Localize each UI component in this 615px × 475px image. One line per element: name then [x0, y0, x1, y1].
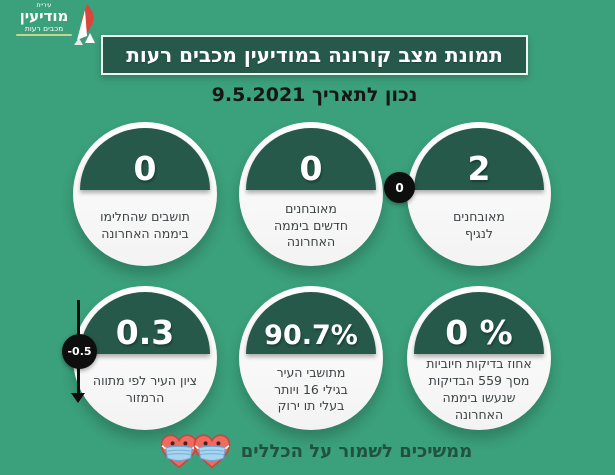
- footer-message: ממשיכים לשמור על הכללים: [240, 440, 473, 462]
- stat-green-pass-16plus: 90.7% מתושבי העיר בגילי 16 ויותר בעלי תו…: [239, 286, 383, 430]
- stat-gauge: 0 %: [414, 292, 544, 354]
- logo-sail-icon: [74, 4, 95, 45]
- stat-value: 0 %: [445, 313, 513, 352]
- title-banner: תמונת מצב קורונה במודיעין מכבים רעות: [101, 35, 528, 75]
- date-line: נכון לתאריך 9.5.2021: [211, 84, 418, 106]
- masked-hearts: [158, 432, 233, 470]
- logo-city-suffix: מכבים רעות: [24, 24, 64, 34]
- logo-english-line: [16, 33, 72, 36]
- stat-value: 0: [299, 149, 323, 188]
- stat-gauge: 0: [246, 128, 376, 190]
- stat-gauge: 2: [414, 128, 544, 190]
- stat-traffic-light-score: 0.3 ציון העיר לפי מתווה הרמזור -0.5: [62, 286, 217, 430]
- stat-recovered-24h: 0 תושבים שהחלימו ביממה האחרונה: [73, 122, 217, 266]
- stat-label: מאובחנים לנגיף: [453, 209, 505, 241]
- stat-gauge: 0: [80, 128, 210, 190]
- municipality-logo: עיריית מודיעין מכבים רעות: [12, 2, 98, 49]
- change-badge: 0: [384, 172, 415, 203]
- stat-label: ציון העיר לפי מתווה הרמזור: [92, 373, 198, 405]
- stat-label: תושבים שהחלימו ביממה האחרונה: [100, 209, 190, 241]
- footer-banner: ממשיכים לשמור על הכללים: [150, 430, 480, 472]
- logo-city-name: מודיעין: [19, 7, 69, 26]
- logo-municipality-prefix: עיריית: [36, 2, 52, 9]
- stat-value: 90.7%: [264, 320, 358, 351]
- stat-label: מתושבי העיר בגילי 16 ויותר בעלי תו ירוק: [274, 364, 348, 414]
- stat-gauge: 90.7%: [246, 292, 376, 354]
- masked-heart-icon: [193, 434, 231, 469]
- stat-value: 0: [133, 149, 157, 188]
- trend-arrow-down-head-icon: [71, 393, 85, 403]
- stat-positive-test-rate: 0 % אחוז בדיקות חיוביות מסך 559 הבדיקות …: [407, 286, 551, 430]
- page-title: תמונת מצב קורונה במודיעין מכבים רעות: [126, 43, 503, 67]
- stat-value: 0.3: [115, 313, 175, 352]
- change-badge: -0.5: [62, 334, 97, 369]
- stat-label: מאובחנים חדשים ביממה האחרונה: [273, 200, 349, 250]
- stat-gauge: 0.3: [80, 292, 210, 354]
- stat-active-cases: 2 מאובחנים לנגיף 0: [384, 122, 551, 266]
- stat-new-cases-24h: 0 מאובחנים חדשים ביממה האחרונה: [239, 122, 383, 266]
- stat-label: אחוז בדיקות חיוביות מסך 559 הבדיקות שנעש…: [426, 356, 532, 422]
- stat-value: 2: [467, 149, 491, 188]
